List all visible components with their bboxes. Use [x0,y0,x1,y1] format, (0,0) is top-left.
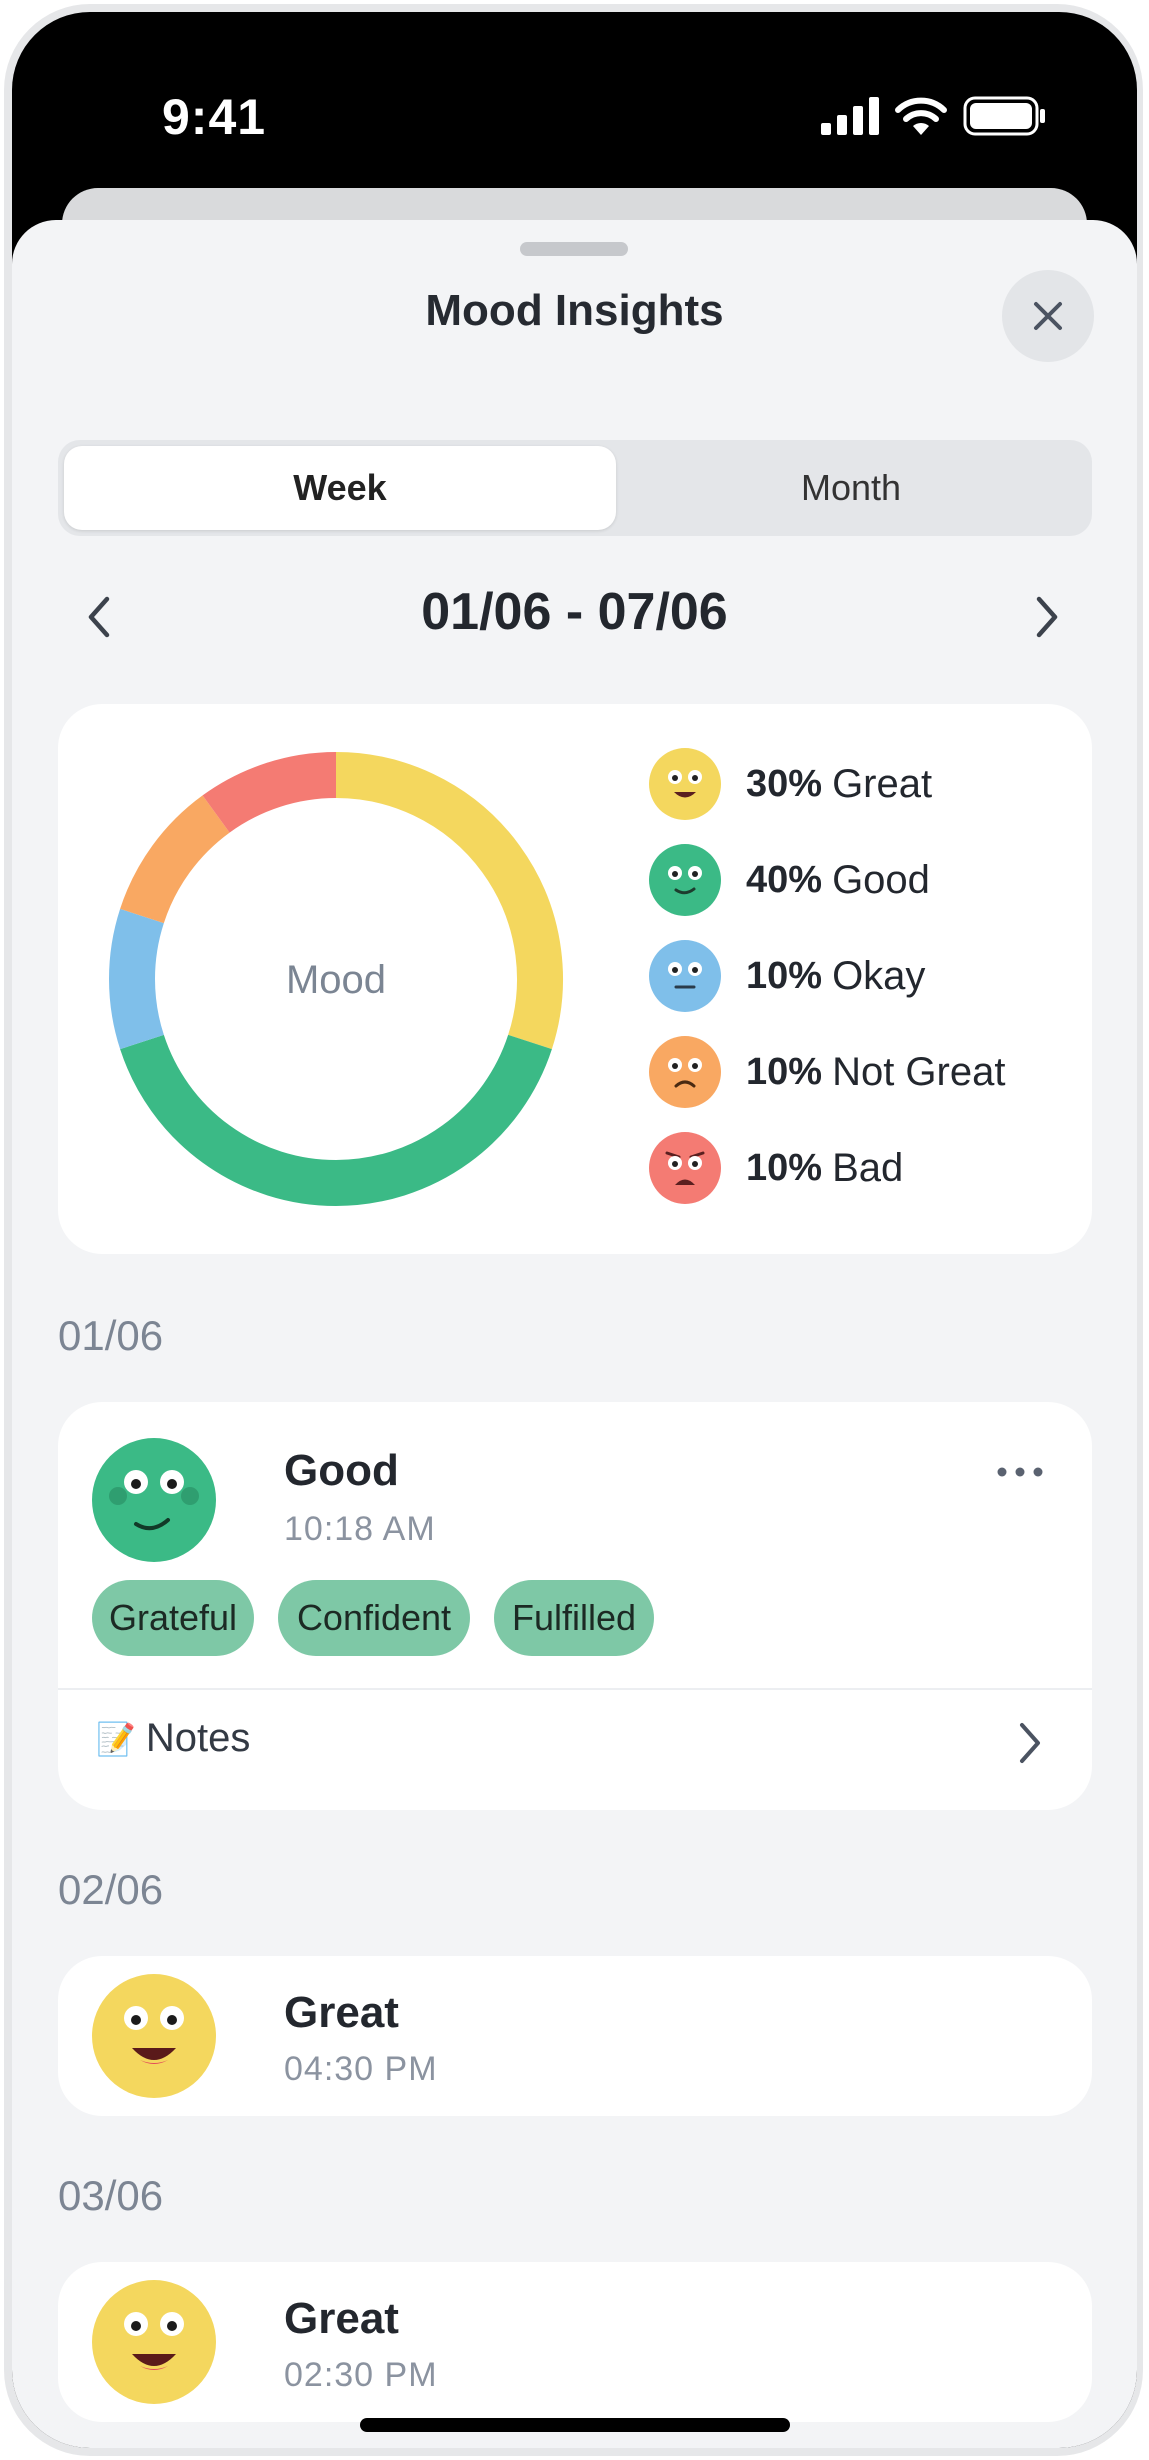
legend-great-label: Great [832,761,933,806]
notes-row[interactable]: 📝 Notes [96,1716,250,1761]
chevron-left-icon [88,596,110,638]
entry-time: 10:18 AM [284,1510,436,1548]
sheet-grabber[interactable] [520,242,628,256]
donut-slice-good [120,1034,552,1206]
legend-good-label: Good [832,857,930,902]
wifi-icon [895,97,947,135]
legend-item-okay: 10% Okay [648,936,925,1016]
mood-chart-card: Mood 30% Great [58,704,1092,1254]
legend-not-great-label: Not Great [832,1049,1006,1094]
sheet-title: Mood Insights [425,286,724,335]
legend-great-percent: 30% [746,762,823,805]
phone-screen: 9:41 [12,12,1137,2448]
battery-icon [963,96,1045,136]
donut-slice-not-great [120,795,231,924]
chevron-right-icon [1020,1723,1040,1763]
date-range-nav: 01/06 - 07/06 [12,572,1137,662]
entry-mood-label: Great [284,1988,399,2037]
good-face-icon [92,1438,216,1562]
notepad-icon: 📝 [96,1720,136,1757]
more-icon [997,1467,1043,1477]
great-face-icon [92,1974,216,2098]
legend-item-great: 30% Great [648,744,932,824]
mood-entry-card[interactable]: Great 02:30 PM [58,2262,1092,2422]
legend-bad-percent: 10% [746,1146,823,1189]
not-great-face-icon [649,1036,721,1108]
bad-face-icon [649,1132,721,1204]
notes-label: Notes [145,1716,251,1760]
tag-confident: Confident [278,1580,470,1656]
home-indicator [360,2418,790,2432]
tag-fulfilled: Fulfilled [494,1580,654,1656]
legend-bad-label: Bad [832,1145,904,1190]
mood-insights-sheet: Mood Insights Week Month 01/06 - 07/06 [12,220,1137,2448]
signal-icon [821,97,879,135]
card-divider [58,1688,1092,1690]
status-icons [821,96,1047,136]
entry-time: 04:30 PM [284,2050,438,2088]
great-face-icon [92,2280,216,2404]
close-icon [1034,302,1062,330]
date-header: 02/06 [58,1866,164,1913]
legend-not-great-percent: 10% [746,1050,823,1093]
mood-entry-card[interactable]: Great 04:30 PM [58,1956,1092,2116]
more-options-button[interactable] [990,1452,1050,1492]
entry-time: 02:30 PM [284,2356,438,2394]
date-header: 03/06 [58,2172,164,2219]
donut-slice-great [335,752,563,1050]
donut-slice-okay [109,908,165,1050]
entry-mood-label: Great [284,2294,399,2343]
notes-chevron[interactable] [1018,1722,1042,1769]
tag-grateful: Grateful [92,1580,254,1656]
entry-mood-label: Good [284,1446,399,1495]
segment-month[interactable]: Month [800,467,902,508]
next-range-button[interactable] [1022,590,1072,644]
mood-donut-chart: Mood [109,752,563,1206]
status-bar: 9:41 [12,12,1137,212]
good-face-icon [649,844,721,916]
legend-good-percent: 40% [746,858,823,901]
date-header: 01/06 [58,1312,164,1359]
donut-slice-bad [202,752,337,833]
legend-item-not-great: 10% Not Great [648,1032,1005,1112]
period-segmented-control: Week Month [58,440,1092,536]
great-face-icon [649,748,721,820]
legend-item-bad: 10% Bad [648,1128,903,1208]
close-button[interactable] [1002,270,1094,362]
donut-center-label: Mood [286,958,386,1002]
mood-entry-card[interactable]: Good 10:18 AM Grateful Confident Fulfill… [58,1402,1092,1810]
legend-okay-label: Okay [832,953,926,998]
status-time: 9:41 [162,89,267,145]
legend-okay-percent: 10% [746,954,823,997]
segment-week[interactable]: Week [64,446,616,530]
legend-item-good: 40% Good [648,840,930,920]
date-range-label: 01/06 - 07/06 [421,583,728,641]
previous-range-button[interactable] [74,590,124,644]
okay-face-icon [649,940,721,1012]
chevron-right-icon [1036,596,1058,638]
